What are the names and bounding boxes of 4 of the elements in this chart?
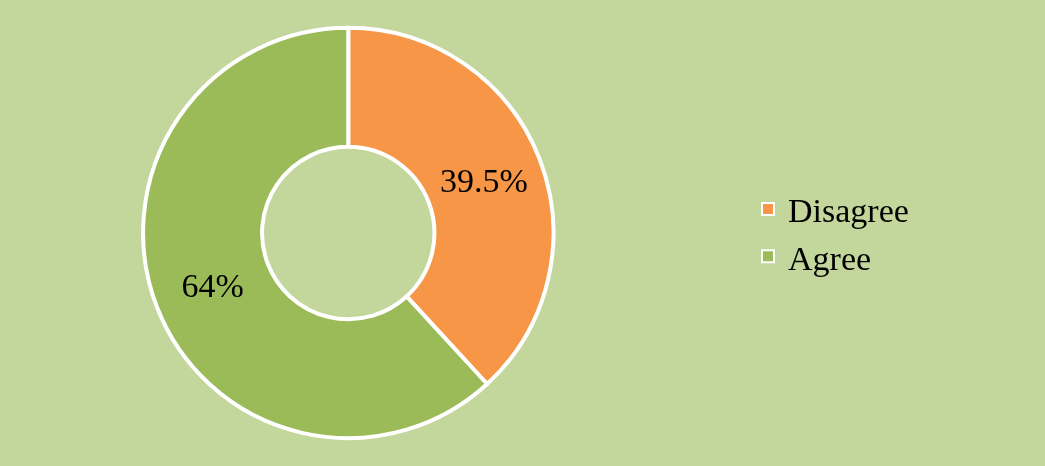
data-label: 39.5% [440, 161, 528, 199]
legend-label: Agree [788, 239, 872, 277]
data-label: 64% [181, 267, 244, 305]
legend-label: Disagree [788, 192, 909, 230]
